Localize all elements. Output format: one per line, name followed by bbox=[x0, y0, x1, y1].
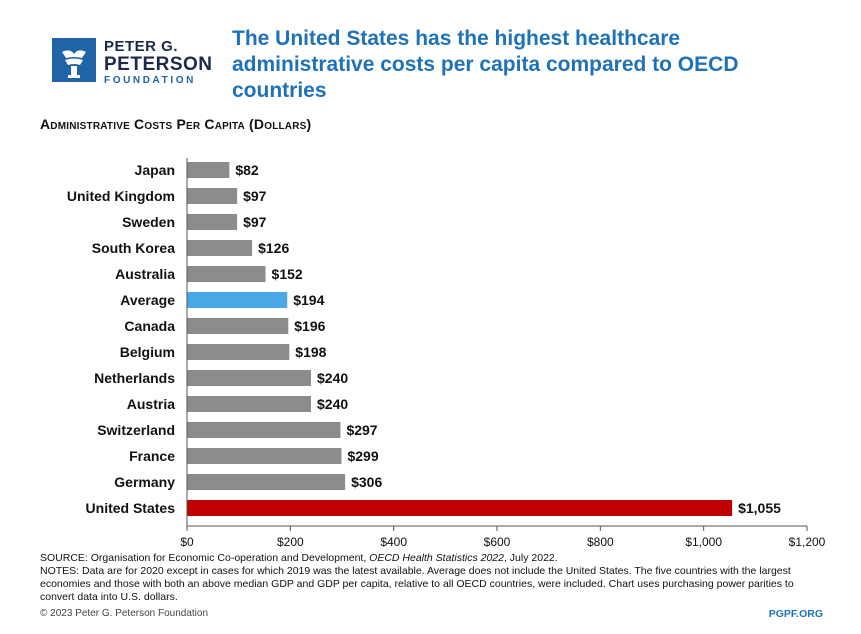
bar-germany bbox=[187, 474, 346, 490]
data-label-germany: $306 bbox=[351, 474, 382, 490]
x-tick-label: $400 bbox=[380, 535, 407, 549]
copyright-text: © 2023 Peter G. Peterson Foundation bbox=[40, 608, 209, 619]
category-label-united-states: United States bbox=[86, 500, 176, 516]
foundation-logo: PETER G. PETERSON FOUNDATION bbox=[52, 34, 212, 90]
category-label-australia: Australia bbox=[115, 266, 175, 282]
logo-name-line2: PETERSON bbox=[104, 54, 213, 75]
bar-sweden bbox=[187, 214, 238, 230]
bar-united-states bbox=[187, 500, 733, 516]
bar-belgium bbox=[187, 344, 290, 360]
bar-austria bbox=[187, 396, 311, 412]
bar-japan bbox=[187, 162, 230, 178]
bar-netherlands bbox=[187, 370, 311, 386]
x-tick-label: $200 bbox=[277, 535, 304, 549]
category-label-south-korea: South Korea bbox=[92, 240, 175, 256]
logo-name-line3: FOUNDATION bbox=[104, 75, 196, 86]
source-label: SOURCE: Organisation for Economic Co-ope… bbox=[40, 552, 370, 564]
notes-text: NOTES: Data are for 2020 except in cases… bbox=[40, 565, 794, 603]
x-tick-label: $600 bbox=[484, 535, 511, 549]
source-publication: OECD Health Statistics 2022 bbox=[369, 552, 504, 564]
bar-united-kingdom bbox=[187, 188, 238, 204]
category-label-japan: Japan bbox=[135, 162, 175, 178]
category-label-france: France bbox=[129, 448, 175, 464]
bar-canada bbox=[187, 318, 289, 334]
chart-title: The United States has the highest health… bbox=[232, 27, 739, 102]
data-label-sweden: $97 bbox=[243, 214, 267, 230]
bar-average bbox=[187, 292, 288, 308]
category-label-united-kingdom: United Kingdom bbox=[67, 188, 175, 204]
chart-subtitle: Administrative Costs Per Capita (Dollars… bbox=[40, 116, 312, 132]
data-label-belgium: $198 bbox=[295, 344, 326, 360]
data-label-france: $299 bbox=[347, 448, 378, 464]
data-label-canada: $196 bbox=[294, 318, 325, 334]
data-label-netherlands: $240 bbox=[317, 370, 348, 386]
bar-switzerland bbox=[187, 422, 341, 438]
category-label-canada: Canada bbox=[124, 318, 175, 334]
x-tick-label: $1,200 bbox=[789, 535, 826, 549]
data-label-japan: $82 bbox=[235, 162, 259, 178]
category-label-average: Average bbox=[120, 292, 175, 308]
category-label-sweden: Sweden bbox=[122, 214, 175, 230]
x-tick-label: $0 bbox=[180, 535, 194, 549]
data-label-average: $194 bbox=[293, 292, 324, 308]
data-label-united-states: $1,055 bbox=[738, 500, 781, 516]
category-label-switzerland: Switzerland bbox=[97, 422, 175, 438]
bar-australia bbox=[187, 266, 266, 282]
category-label-belgium: Belgium bbox=[120, 344, 175, 360]
category-label-netherlands: Netherlands bbox=[94, 370, 175, 386]
bar-france bbox=[187, 448, 342, 464]
torch-logo-icon bbox=[52, 38, 96, 82]
logo-name-line1: PETER G. bbox=[104, 38, 179, 55]
site-link[interactable]: PGPF.ORG bbox=[768, 608, 823, 620]
data-label-switzerland: $297 bbox=[346, 422, 377, 438]
data-label-south-korea: $126 bbox=[258, 240, 289, 256]
data-label-australia: $152 bbox=[272, 266, 303, 282]
category-label-germany: Germany bbox=[114, 474, 175, 490]
data-label-austria: $240 bbox=[317, 396, 348, 412]
x-tick-label: $1,000 bbox=[685, 535, 722, 549]
bar-south-korea bbox=[187, 240, 253, 256]
source-line: SOURCE: Organisation for Economic Co-ope… bbox=[40, 552, 830, 565]
data-label-united-kingdom: $97 bbox=[243, 188, 267, 204]
category-label-austria: Austria bbox=[127, 396, 175, 412]
bar-chart: Japan $82 United Kingdom $97 Sweden $97 South … bbox=[67, 158, 826, 549]
x-tick-label: $800 bbox=[587, 535, 614, 549]
source-notes: SOURCE: Organisation for Economic Co-ope… bbox=[40, 552, 830, 604]
source-date: , July 2022. bbox=[503, 552, 558, 564]
